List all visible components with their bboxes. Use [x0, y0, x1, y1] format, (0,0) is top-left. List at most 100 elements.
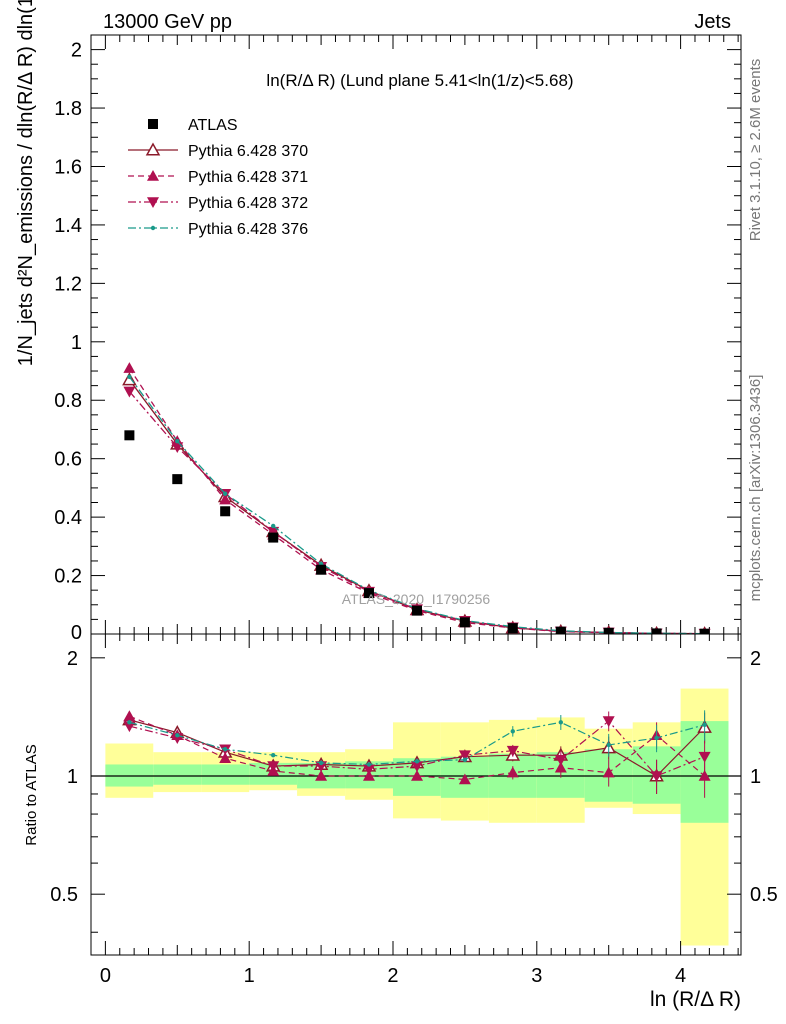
ratio-point-pythia-6-428-376-2 [222, 747, 228, 752]
band-inner-1 [153, 764, 202, 785]
legend-marker-pythia-6-428-376 [150, 225, 156, 231]
ratio-point-pythia-6-428-372-6 [411, 761, 424, 773]
legend-label-pythia-6-428-370: Pythia 6.428 370 [188, 143, 308, 160]
point-pythia-6-428-372-3 [267, 526, 280, 538]
point-atlas-4 [316, 564, 327, 575]
point-atlas-11 [651, 628, 662, 634]
legend-marker-pythia-6-428-370 [145, 142, 161, 156]
ratio-point-pythia-6-428-372-5 [362, 764, 375, 776]
point-atlas-12 [699, 628, 710, 634]
ratio-point-pythia-6-428-371-8 [506, 766, 519, 778]
ratio-point-pythia-6-428-372-3 [267, 761, 280, 773]
ratio-point-pythia-6-428-376-4 [318, 760, 324, 766]
band-inner-2 [201, 764, 250, 785]
point-atlas-2 [220, 506, 231, 517]
ratio-point-pythia-6-428-376-0 [127, 720, 132, 725]
point-pythia-6-428-376-3 [271, 523, 276, 529]
ratio-series [122, 710, 712, 798]
ratio-point-pythia-6-428-372-4 [315, 761, 328, 773]
ratio-point-pythia-6-428-376-8 [510, 729, 515, 734]
ratio-point-pythia-6-428-376-10 [606, 742, 611, 748]
y-tick-label: 1.2 [54, 273, 82, 295]
x-axis-label: ln (R/Δ R) [650, 988, 741, 1011]
ratio-point-pythia-6-428-371-0 [123, 710, 136, 722]
legend: ATLAS Pythia 6.428 370 Pythia 6.428 371 Pyt… [128, 117, 308, 238]
ratio-point-pythia-6-428-376-12 [702, 722, 707, 728]
legend-marker-pythia-6-428-372 [147, 197, 159, 208]
ratio-point-pythia-6-428-376-11 [654, 735, 659, 741]
y-tick-label: 0.8 [54, 390, 82, 412]
y-tick-label: 0.6 [54, 449, 82, 471]
ratio-point-pythia-6-428-376-1 [175, 733, 180, 738]
y-tick-label-zero: 0 [71, 622, 82, 644]
rivet-label: Rivet 3.1.10, ≥ 2.6M events [747, 59, 764, 242]
legend-marker-atlas [148, 119, 158, 129]
point-atlas-9 [555, 626, 566, 634]
x-tick-label: 2 [387, 965, 398, 987]
legend-label-pythia-6-428-372: Pythia 6.428 372 [188, 195, 308, 212]
ratio-point-pythia-6-428-371-4 [315, 770, 328, 781]
main-y-label: 1/N_jets d²N_emissions / dln(R/Δ R) dln(… [15, 0, 37, 366]
ratio-y-tick-label: 0.5 [50, 884, 78, 906]
ratio-point-pythia-6-428-376-7 [462, 757, 468, 762]
ratio-point-pythia-6-428-371-10 [602, 766, 615, 778]
point-pythia-6-428-372-0 [123, 386, 136, 398]
point-atlas-3 [268, 532, 279, 543]
y-tick-label: 0.4 [54, 507, 82, 529]
main-panel: 0.2 0.4 0.6 0.8 1 1.2 1.4 1.6 1.8 2 0 [54, 34, 742, 644]
y-tick-label: 1.6 [54, 156, 82, 178]
ratio-y-tick-label-right: 0.5 [750, 884, 778, 906]
ratio-point-pythia-6-428-376-6 [414, 759, 420, 764]
chart-title: ln(R/Δ R) (Lund plane 5.41<ln(1/z)<5.68) [266, 71, 573, 90]
main-series [122, 362, 711, 634]
y-tick-label: 1.4 [54, 215, 82, 237]
header-right: Jets [694, 11, 731, 33]
ratio-point-pythia-6-428-372-9 [554, 754, 567, 766]
ratio-point-pythia-6-428-376-3 [271, 752, 276, 758]
point-pythia-6-428-371-0 [123, 362, 136, 373]
x-tick-label: 0 [100, 965, 111, 987]
x-tick-label: 3 [531, 965, 542, 987]
ratio-y-tick-label-right: 2 [750, 648, 761, 670]
header-left: 13000 GeV pp [103, 11, 232, 33]
point-pythia-6-428-376-0 [127, 374, 132, 380]
watermark: ATLAS_2020_I1790256 [342, 591, 491, 607]
ratio-point-pythia-6-428-372-0 [123, 721, 136, 733]
ratio-point-pythia-6-428-371-6 [411, 770, 424, 781]
ratio-point-pythia-6-428-372-12 [698, 751, 711, 763]
legend-label-atlas: ATLAS [188, 117, 238, 134]
ratio-point-pythia-6-428-376-5 [366, 762, 372, 767]
y-tick-label: 2 [71, 40, 82, 62]
ratio-point-pythia-6-428-372-10 [602, 716, 615, 728]
mcplots-label: mcplots.cern.ch [arXiv:1306.3436] [747, 375, 764, 602]
ratio-point-pythia-6-428-372-11 [650, 771, 663, 783]
x-tick-label: 4 [675, 965, 686, 987]
point-atlas-6 [412, 605, 423, 616]
ratio-frame [90, 633, 742, 956]
ratio-y-tick-label: 1 [67, 766, 78, 788]
point-atlas-8 [507, 623, 518, 634]
y-tick-label: 1.8 [54, 98, 82, 120]
ratio-y-label: Ratio to ATLAS [23, 744, 40, 845]
x-tick-label: 1 [244, 965, 255, 987]
ratio-y-tick-label: 2 [67, 648, 78, 670]
legend-marker-pythia-6-428-371 [147, 170, 159, 181]
y-tick-label: 0.2 [54, 566, 82, 588]
point-pythia-6-428-376-1 [175, 438, 180, 444]
point-atlas-10 [603, 627, 614, 634]
point-atlas-0 [124, 430, 135, 441]
legend-label-pythia-6-428-376: Pythia 6.428 376 [188, 221, 308, 238]
ratio-point-pythia-6-428-372-7 [458, 750, 471, 762]
point-atlas-7 [459, 617, 470, 628]
ratio-point-pythia-6-428-376-9 [558, 720, 564, 725]
point-atlas-1 [172, 474, 183, 485]
point-pythia-6-428-376-2 [222, 491, 228, 496]
ratio-point-pythia-6-428-371-7 [458, 773, 471, 785]
legend-label-pythia-6-428-371: Pythia 6.428 371 [188, 169, 308, 186]
ratio-point-pythia-6-428-371-2 [219, 752, 232, 764]
ratio-y-tick-label-right: 1 [750, 766, 761, 788]
ratio-panel: 0 1 2 3 4 0.5 0.5 1 1 2 2 [50, 633, 778, 987]
point-atlas-5 [363, 588, 374, 599]
ratio-point-pythia-6-428-371-5 [362, 770, 375, 781]
